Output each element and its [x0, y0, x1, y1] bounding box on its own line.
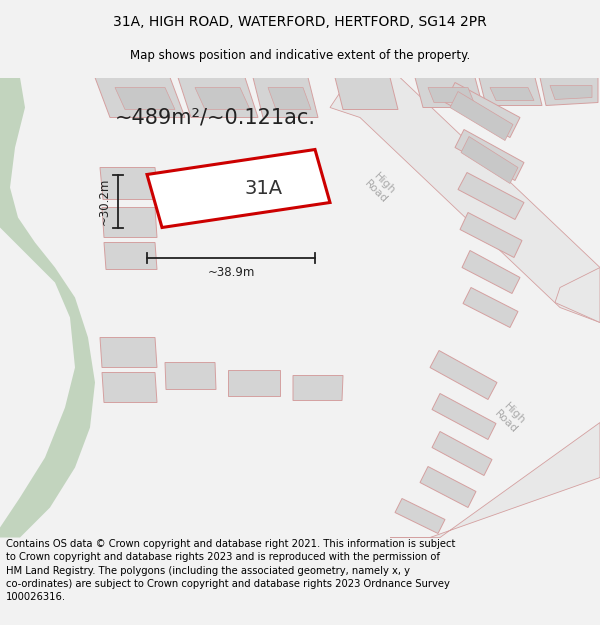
Polygon shape: [395, 499, 445, 534]
Text: ~30.2m: ~30.2m: [98, 177, 111, 224]
Polygon shape: [432, 431, 492, 476]
Polygon shape: [268, 88, 311, 109]
Polygon shape: [253, 78, 318, 118]
Polygon shape: [479, 78, 542, 106]
Polygon shape: [102, 208, 157, 238]
Polygon shape: [335, 78, 398, 109]
Polygon shape: [147, 149, 330, 228]
Polygon shape: [100, 338, 157, 367]
Polygon shape: [460, 213, 522, 258]
Polygon shape: [455, 129, 524, 181]
Text: 31A: 31A: [244, 179, 283, 198]
Polygon shape: [458, 173, 524, 219]
Text: High
Road: High Road: [493, 400, 527, 435]
Polygon shape: [102, 372, 157, 402]
Polygon shape: [555, 268, 600, 322]
Polygon shape: [463, 288, 518, 328]
Polygon shape: [445, 82, 520, 138]
Polygon shape: [540, 78, 598, 106]
Polygon shape: [195, 88, 250, 109]
Polygon shape: [100, 168, 158, 199]
Polygon shape: [462, 251, 520, 294]
Polygon shape: [490, 88, 534, 101]
Polygon shape: [432, 394, 496, 439]
Polygon shape: [95, 78, 185, 118]
Polygon shape: [104, 242, 157, 269]
Polygon shape: [228, 369, 280, 396]
Text: ~489m²/~0.121ac.: ~489m²/~0.121ac.: [115, 107, 316, 127]
Text: ~38.9m: ~38.9m: [208, 266, 254, 279]
Text: 31A, HIGH ROAD, WATERFORD, HERTFORD, SG14 2PR: 31A, HIGH ROAD, WATERFORD, HERTFORD, SG1…: [113, 15, 487, 29]
Text: Map shows position and indicative extent of the property.: Map shows position and indicative extent…: [130, 49, 470, 62]
Text: High
Road: High Road: [362, 170, 398, 205]
Polygon shape: [115, 88, 175, 109]
Polygon shape: [165, 362, 216, 389]
Polygon shape: [420, 466, 476, 508]
Polygon shape: [415, 78, 483, 108]
Polygon shape: [428, 88, 474, 103]
Polygon shape: [430, 351, 497, 399]
Polygon shape: [390, 422, 600, 538]
Polygon shape: [550, 86, 592, 99]
Polygon shape: [330, 78, 600, 322]
Polygon shape: [450, 91, 513, 141]
Polygon shape: [461, 136, 518, 184]
Polygon shape: [0, 78, 95, 538]
Polygon shape: [293, 376, 343, 401]
Polygon shape: [178, 78, 258, 118]
Text: Contains OS data © Crown copyright and database right 2021. This information is : Contains OS data © Crown copyright and d…: [6, 539, 455, 602]
